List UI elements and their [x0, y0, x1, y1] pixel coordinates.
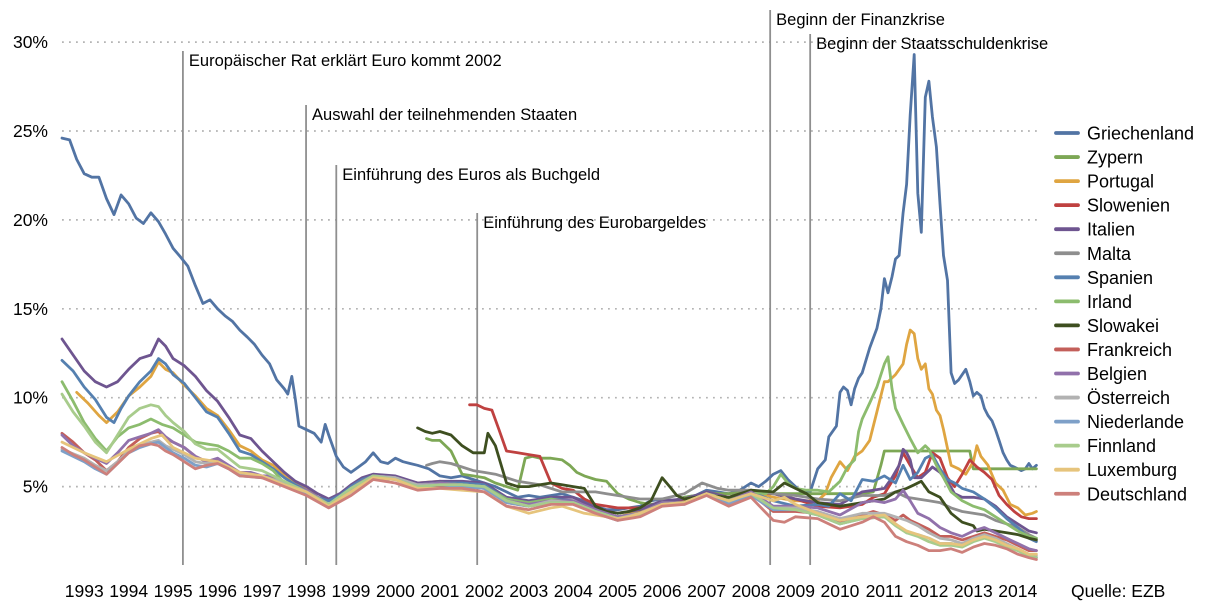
legend-label: Portugal — [1087, 172, 1154, 192]
y-axis-tick-label: 20% — [13, 210, 48, 230]
x-axis-tick-label: 2001 — [420, 581, 459, 601]
x-axis-tick-label: 2004 — [554, 581, 593, 601]
source-label: Quelle: EZB — [1071, 581, 1165, 601]
legend-label: Irland — [1087, 292, 1132, 312]
series-line-deutschland — [60, 442, 1038, 561]
event-label: Beginn der Staatsschuldenkrise — [816, 35, 1048, 53]
legend-label: Italien — [1087, 220, 1135, 240]
x-axis-tick-label: 1998 — [287, 581, 326, 601]
y-axis-tick-label: 30% — [13, 32, 48, 52]
x-axis-tick-label: 2012 — [909, 581, 948, 601]
y-axis-tick-label: 5% — [23, 477, 48, 497]
legend-label: Deutschland — [1087, 484, 1187, 504]
legend-label: Slowenien — [1087, 196, 1170, 216]
x-axis-tick-label: 1996 — [198, 581, 237, 601]
x-axis-tick-label: 1994 — [109, 581, 148, 601]
legend-label: Griechenland — [1087, 124, 1194, 144]
x-axis-tick-label: 2000 — [376, 581, 415, 601]
y-axis-tick-label: 25% — [13, 121, 48, 141]
x-axis-tick-label: 1997 — [243, 581, 282, 601]
series-line-finnland — [60, 392, 1038, 560]
x-axis-tick-label: 2010 — [820, 581, 859, 601]
x-axis-tick-label: 1999 — [331, 581, 370, 601]
x-axis-tick-label: 2009 — [776, 581, 815, 601]
x-axis-tick-label: 2002 — [465, 581, 504, 601]
x-axis-labels: 1993 1994 1995 1996 1997 1998 1999 2000 2001 2002… — [65, 581, 1038, 601]
y-axis-tick-label: 15% — [13, 299, 48, 319]
x-axis-tick-label: 1993 — [65, 581, 104, 601]
x-axis-tick-label: 2003 — [509, 581, 548, 601]
legend-label: Frankreich — [1087, 340, 1172, 360]
y-axis-tick-label: 10% — [13, 388, 48, 408]
x-axis-tick-label: 1995 — [154, 581, 193, 601]
legend-label: Malta — [1087, 244, 1132, 264]
event-label: Einführung des Euros als Buchgeld — [342, 166, 600, 184]
series-line-belgien — [60, 428, 1038, 552]
series-line-malta — [425, 460, 1038, 540]
event-label: Europäischer Rat erklärt Euro kommt 2002 — [189, 52, 502, 70]
series-line-italien — [60, 337, 1038, 535]
legend-label: Spanien — [1087, 268, 1153, 288]
event-label: Beginn der Finanzkrise — [776, 11, 945, 29]
legend-label: Luxemburg — [1087, 460, 1177, 480]
event-labels-layer: Beginn der Finanzkrise Beginn der Staatss… — [189, 11, 1048, 232]
legend-label: Belgien — [1087, 364, 1147, 384]
series-layer — [60, 53, 1038, 561]
legend: Griechenland Zypern Portugal Slowenien Itali… — [1054, 124, 1194, 504]
y-axis-labels: 5% 10% 15% 20% 25% 30% — [13, 32, 48, 497]
x-axis-tick-label: 2011 — [866, 581, 904, 601]
x-axis-tick-label: 2008 — [732, 581, 771, 601]
event-label: Auswahl der teilnehmenden Staaten — [312, 106, 577, 124]
x-axis-tick-label: 2014 — [998, 581, 1037, 601]
legend-label: Österreich — [1087, 388, 1170, 408]
x-axis-tick-label: 2007 — [687, 581, 726, 601]
legend-label: Slowakei — [1087, 316, 1159, 336]
series-line-slowakei — [416, 426, 1038, 542]
event-lines-layer — [182, 10, 812, 565]
series-line-irland — [60, 355, 1038, 540]
legend-label: Zypern — [1087, 148, 1143, 168]
x-axis-tick-label: 2005 — [598, 581, 637, 601]
x-axis-tick-label: 2006 — [643, 581, 682, 601]
event-label: Einführung des Eurobargeldes — [483, 214, 706, 232]
x-axis-tick-label: 2013 — [954, 581, 993, 601]
legend-label: Finnland — [1087, 436, 1156, 456]
legend-label: Niederlande — [1087, 412, 1184, 432]
